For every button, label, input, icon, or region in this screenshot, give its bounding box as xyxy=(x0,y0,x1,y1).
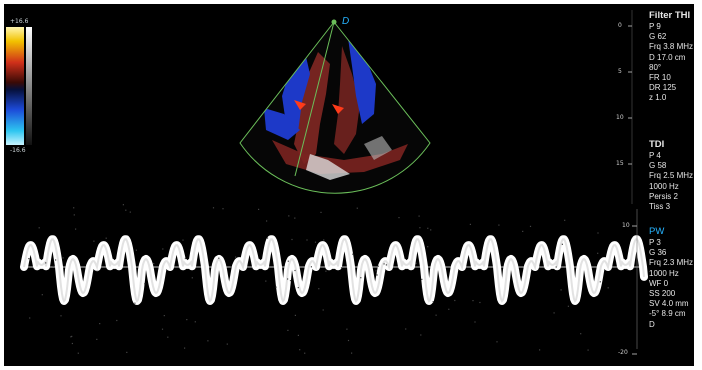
param-line: P 3 xyxy=(649,238,661,247)
depth-mark: 5 xyxy=(618,68,622,75)
filter-panel: Filter THI P 9 G 62 Frq 3.8 MHz D 17.0 c… xyxy=(649,10,693,104)
param-line: D 17.0 cm xyxy=(649,52,686,62)
param-line: 1000 Hz xyxy=(649,268,679,278)
color-scale-max: +16.6 xyxy=(10,18,29,25)
param-line: SS 200 xyxy=(649,289,676,299)
depth-mark: 15 xyxy=(616,160,624,167)
param-line: SV 4.0 mm xyxy=(649,299,689,309)
param-line: D xyxy=(649,319,655,329)
param-line: G 36 xyxy=(649,248,667,258)
velocity-mark: 10 xyxy=(622,222,630,229)
filter-panel-title: Filter THI xyxy=(649,10,691,21)
param-line: 1000 Hz xyxy=(649,181,679,191)
param-line: -5° 8.9 cm xyxy=(649,309,686,319)
pw-panel-title: PW xyxy=(649,226,665,237)
depth-scale xyxy=(628,10,633,204)
grayscale-bar xyxy=(26,27,32,145)
pw-panel: PW P 3 G 36 Frq 2.3 MHz 1000 Hz WF 0 SS … xyxy=(649,226,693,330)
param-line: DR 125 xyxy=(649,83,677,93)
tdi-panel-title: TDI xyxy=(649,139,665,150)
param-line: Frq 2.5 MHz xyxy=(649,171,694,181)
depth-mark: 10 xyxy=(616,114,624,121)
param-line: WF 0 xyxy=(649,278,669,288)
param-line: P 9 xyxy=(649,22,661,31)
sector-marker: D xyxy=(342,16,350,27)
param-line: G 58 xyxy=(649,161,667,171)
velocity-mark: -20 xyxy=(618,349,628,356)
param-line: Tiss 3 xyxy=(649,202,671,212)
color-scale-min: -16.6 xyxy=(10,147,26,154)
param-line: z 1.0 xyxy=(649,93,667,103)
depth-mark: 0 xyxy=(618,22,622,29)
tdi-panel: TDI P 4 G 58 Frq 2.5 MHz 1000 Hz Persis … xyxy=(649,139,693,212)
param-line: P 4 xyxy=(649,151,661,160)
param-line: FR 10 xyxy=(649,73,671,83)
color-doppler-sector xyxy=(239,19,431,194)
param-line: Persis 2 xyxy=(649,191,678,201)
param-line: G 62 xyxy=(649,32,667,42)
ultrasound-graphics xyxy=(6,10,648,355)
color-map-bar xyxy=(6,27,24,145)
param-line: 80° xyxy=(649,62,662,72)
ultrasound-display: +16.6 -16.6 D 0 5 10 15 10 -20 Filter TH… xyxy=(4,4,694,366)
param-line: Frq 2.3 MHz xyxy=(649,258,694,268)
pw-doppler-spectrum xyxy=(20,209,648,355)
param-line: Frq 3.8 MHz xyxy=(649,42,694,52)
